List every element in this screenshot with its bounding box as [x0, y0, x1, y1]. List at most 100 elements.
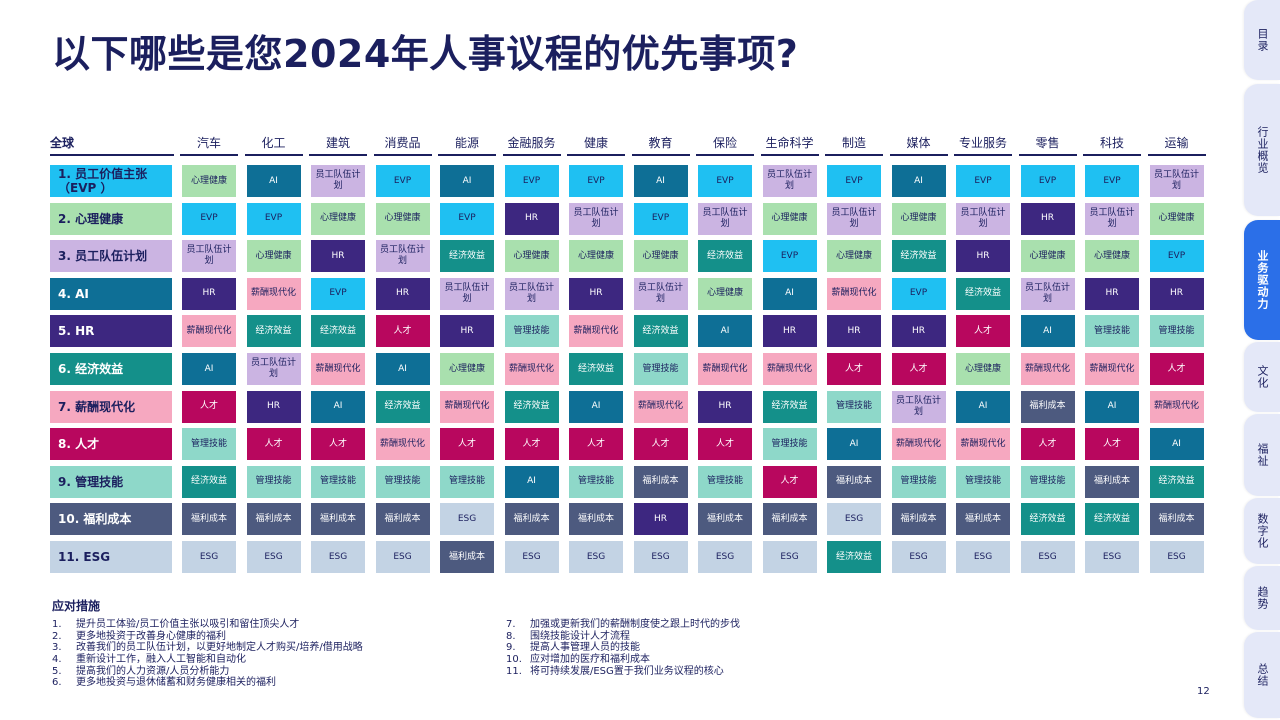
priority-cell: 人才 [698, 428, 752, 461]
priority-row-label: 3. 员工队伍计划 [50, 240, 172, 273]
priority-cell: 经济效益 [891, 240, 946, 273]
side-tab-label: 业务驱动力 [1256, 250, 1269, 310]
priority-cell: 薪酬现代化 [633, 390, 688, 423]
priority-cell: 人才 [1149, 353, 1204, 385]
side-tab-label: 文化 [1256, 365, 1269, 389]
note-number: 8. [506, 630, 516, 642]
side-tab[interactable]: 趋势 [1244, 566, 1280, 630]
industry-header: 制造 [825, 130, 883, 156]
priority-cell: 管理技能 [1085, 315, 1139, 348]
priority-cell: HR [1149, 277, 1204, 310]
priority-cell: 管理技能 [827, 390, 881, 423]
notes-list-right: 7. 加强或更新我们的薪酬制度使之跟上时代的步伐 8. 围绕技能设计人才流程 9. 提高人… [506, 619, 740, 677]
industry-header: 科技 [1083, 130, 1141, 156]
priority-cell: 心理健康 [440, 353, 494, 385]
priority-cell: HR [246, 390, 301, 423]
industry-header: 消费品 [373, 130, 432, 156]
note-item: 6. 更多地投资与退休储蓄和财务健康相关的福利 [52, 677, 363, 689]
priority-cell: ESG [1085, 541, 1139, 573]
priority-cell: 心理健康 [762, 202, 817, 235]
priority-cell: HR [375, 277, 430, 310]
priority-cell: 管理技能 [762, 428, 817, 461]
side-tab[interactable]: 文化 [1244, 342, 1280, 412]
industry-header: 专业服务 [954, 130, 1012, 156]
priority-cell: 管理技能 [375, 465, 430, 498]
note-number: 9. [506, 642, 516, 654]
priority-row-label: 7. 薪酬现代化 [50, 390, 172, 423]
priority-cell: 福利成本 [762, 503, 817, 536]
priority-cell: 人才 [504, 428, 559, 461]
priority-cell: 经济效益 [569, 353, 623, 385]
priority-cell: HR [827, 315, 881, 348]
priority-cell: 管理技能 [182, 428, 236, 461]
note-text: 应对增加的医疗和福利成本 [530, 654, 650, 666]
note-text: 围绕技能设计人才流程 [530, 630, 630, 642]
priority-row-label: 5. HR [50, 315, 172, 348]
priority-cell: 员工队伍计划 [762, 165, 817, 197]
priority-cell: 经济效益 [246, 315, 301, 348]
priority-cell: EVP [311, 277, 365, 310]
side-tab[interactable]: 行业概览 [1244, 84, 1280, 216]
priority-cell: ESG [762, 541, 817, 573]
priority-cell: 人才 [956, 315, 1010, 348]
priority-cell: 员工队伍计划 [440, 277, 494, 310]
industry-header: 建筑 [309, 130, 367, 156]
note-number: 5. [52, 665, 62, 677]
industry-header: 保险 [696, 130, 754, 156]
priority-cell: HR [1020, 202, 1075, 235]
priority-cell: 经济效益 [375, 390, 430, 423]
side-tab-label: 趋势 [1256, 586, 1269, 610]
header-global: 全球 [50, 130, 174, 156]
priority-cell: ESG [311, 541, 365, 573]
priority-cell: AI [504, 465, 559, 498]
priority-cell: EVP [440, 202, 494, 235]
industry-header: 金融服务 [502, 130, 561, 156]
priority-cell: 员工队伍计划 [311, 165, 365, 197]
priority-cell: 薪酬现代化 [440, 390, 494, 423]
priority-cell: EVP [182, 202, 236, 235]
priority-cell: 经济效益 [827, 541, 881, 573]
priority-cell: HR [633, 503, 688, 536]
priority-cell: 管理技能 [311, 465, 365, 498]
priority-row-label: 4. AI [50, 277, 172, 310]
priority-cell: AI [698, 315, 752, 348]
priority-cell: ESG [182, 541, 236, 573]
priority-cell: HR [311, 240, 365, 273]
priority-cell: AI [440, 165, 494, 197]
priority-cell: 心理健康 [633, 240, 688, 273]
priority-cell: 经济效益 [504, 390, 559, 423]
note-text: 提升员工体验/员工价值主张以吸引和留住顶尖人才 [76, 619, 300, 630]
note-text: 将可持续发展/ESG置于我们业务议程的核心 [530, 665, 724, 677]
priority-cell: 员工队伍计划 [1149, 165, 1204, 197]
priority-cell: 管理技能 [440, 465, 494, 498]
priority-cell: ESG [569, 541, 623, 573]
priority-cell: AI [1085, 390, 1139, 423]
priority-cell: 福利成本 [182, 503, 236, 536]
page-title: 以下哪些是您2024年人事议程的优先事项? [52, 32, 799, 76]
priority-cell: HR [956, 240, 1010, 273]
priority-cell: 福利成本 [633, 465, 688, 498]
note-item: 5. 提高我们的人力资源/人员分析能力 [52, 666, 363, 678]
priority-cell: 管理技能 [504, 315, 559, 348]
priority-cell: HR [440, 315, 494, 348]
priority-cell: 管理技能 [569, 465, 623, 498]
note-text: 提高我们的人力资源/人员分析能力 [76, 665, 230, 677]
side-tab[interactable]: 业务驱动力 [1244, 220, 1280, 340]
priority-cell: 心理健康 [504, 240, 559, 273]
priority-cell: 心理健康 [891, 202, 946, 235]
priority-cell: ESG [1149, 541, 1204, 573]
priority-row-label: 11. ESG [50, 541, 172, 573]
side-tab[interactable]: 福祉 [1244, 414, 1280, 496]
priority-cell: 员工队伍计划 [375, 240, 430, 273]
priority-cell: EVP [827, 165, 881, 197]
side-tab-label: 总结 [1256, 663, 1269, 687]
priority-cell: 经济效益 [633, 315, 688, 348]
note-item: 8. 围绕技能设计人才流程 [506, 631, 740, 643]
industry-header: 教育 [631, 130, 690, 156]
side-tab[interactable]: 数字化 [1244, 498, 1280, 564]
priority-cell: HR [504, 202, 559, 235]
side-tab[interactable]: 总结 [1244, 632, 1280, 718]
priority-cell: 薪酬现代化 [504, 353, 559, 385]
side-tab[interactable]: 目录 [1244, 0, 1280, 80]
note-item: 4. 重新设计工作，融入人工智能和自动化 [52, 654, 363, 666]
